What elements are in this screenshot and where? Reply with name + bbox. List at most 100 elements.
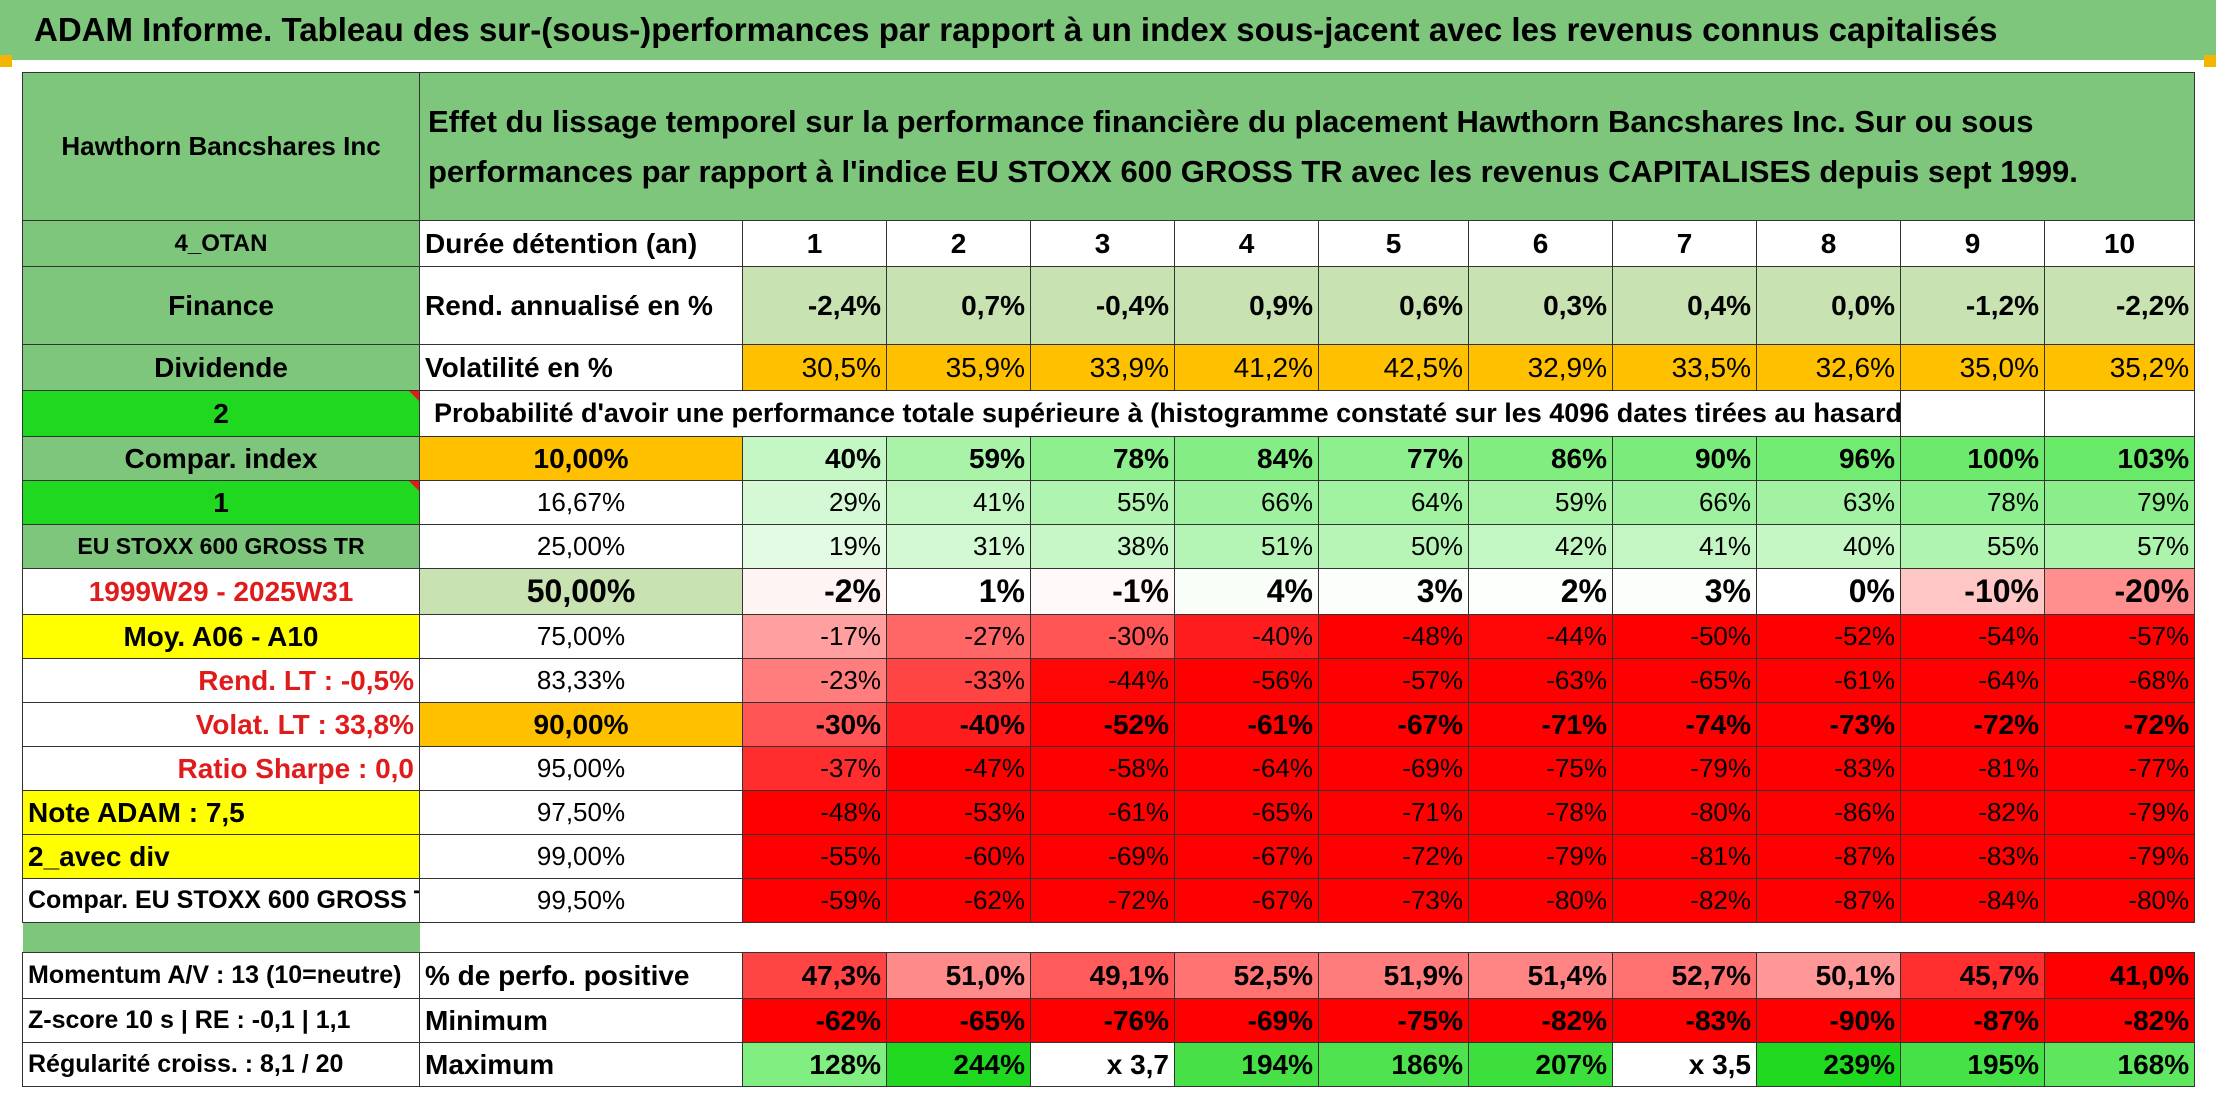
probability-cell: -48% (742, 790, 887, 835)
year-header: 9 (1900, 220, 2045, 267)
percentile-label: 83,33% (419, 658, 743, 703)
probability-cell: -87% (1756, 878, 1901, 923)
left-corner-marker (0, 55, 12, 67)
percentile-label: 95,00% (419, 746, 743, 791)
probability-cell: -79% (2043, 790, 2196, 835)
volatilite-cell: 33,9% (1030, 344, 1175, 391)
rend-annualise-cell: -1,2% (1900, 266, 2045, 345)
probability-cell: -52% (1756, 614, 1901, 659)
probability-cell: -57% (2043, 614, 2196, 659)
probability-cell: -65% (1612, 658, 1757, 703)
left-label-flag-2: 2 (22, 390, 420, 437)
minimum-cell: -87% (1900, 998, 2045, 1043)
left-label-momentum: Momentum A/V : 13 (10=neutre) (22, 952, 420, 999)
probability-cell: -56% (1174, 658, 1319, 703)
left-label-compar-index: Compar. index (22, 436, 420, 481)
left-label-period: 1999W29 - 2025W31 (22, 568, 420, 615)
probability-cell: -63% (1468, 658, 1613, 703)
volatilite-cell: 33,5% (1612, 344, 1757, 391)
percentile-label: 97,50% (419, 790, 743, 835)
probability-cell: -62% (886, 878, 1031, 923)
maximum-cell: 207% (1468, 1042, 1613, 1087)
probability-cell: 55% (1900, 524, 2045, 569)
percentile-label: 16,67% (419, 480, 743, 525)
left-label-sector: Finance (22, 266, 420, 345)
probability-cell: -67% (1174, 834, 1319, 879)
left-label-index-name: EU STOXX 600 GROSS TR (22, 524, 420, 569)
perfo-positive-cell: 51,9% (1318, 952, 1469, 999)
minimum-cell: -82% (2043, 998, 2196, 1043)
rend-annualise-cell: -2,2% (2043, 266, 2196, 345)
probability-cell: -58% (1030, 746, 1175, 791)
probability-cell: 84% (1174, 436, 1319, 481)
probability-cell: -79% (1468, 834, 1613, 879)
perfo-positive-cell: 50,1% (1756, 952, 1901, 999)
left-label-note-adam: Note ADAM : 7,5 (22, 790, 420, 835)
volatilite-cell: 35,2% (2043, 344, 2196, 391)
probability-cell: -2% (742, 568, 887, 615)
probability-cell: -73% (1756, 702, 1901, 747)
volatilite-cell: 41,2% (1174, 344, 1319, 391)
year-header: 5 (1318, 220, 1469, 267)
report-title: ADAM Informe. Tableau des sur-(sous-)per… (0, 0, 2216, 62)
probability-cell: 78% (1900, 480, 2045, 525)
probability-cell: -67% (1318, 702, 1469, 747)
left-label-flag-1: 1 (22, 480, 420, 525)
volatilite-cell: 32,9% (1468, 344, 1613, 391)
probability-cell: -80% (1468, 878, 1613, 923)
left-label-regularite: Régularité croiss. : 8,1 / 20 (22, 1042, 420, 1087)
percentile-label: 25,00% (419, 524, 743, 569)
maximum-cell: 186% (1318, 1042, 1469, 1087)
maximum-cell: 244% (886, 1042, 1031, 1087)
rend-annualise-cell: 0,9% (1174, 266, 1319, 345)
probability-cell: -75% (1468, 746, 1613, 791)
probability-cell: -79% (2043, 834, 2196, 879)
probability-cell: 63% (1756, 480, 1901, 525)
probability-cell: 38% (1030, 524, 1175, 569)
probability-cell: 19% (742, 524, 887, 569)
probability-cell: -47% (886, 746, 1031, 791)
table-description: Effet du lissage temporel sur la perform… (418, 72, 2196, 221)
rend-annualise-label: Rend. annualisé en % (419, 266, 743, 345)
minimum-cell: -76% (1030, 998, 1175, 1043)
probability-cell: 59% (886, 436, 1031, 481)
volatilite-label: Volatilité en % (419, 344, 743, 391)
probability-cell: 29% (742, 480, 887, 525)
probability-cell: 3% (1318, 568, 1469, 615)
probability-cell: -50% (1612, 614, 1757, 659)
minimum-cell: -90% (1756, 998, 1901, 1043)
perfo-positive-cell: 41,0% (2043, 952, 2196, 999)
probability-cell: -87% (1756, 834, 1901, 879)
probability-cell: 55% (1030, 480, 1175, 525)
year-header: 10 (2043, 220, 2196, 267)
probability-cell: -72% (1318, 834, 1469, 879)
rend-annualise-cell: 0,3% (1468, 266, 1613, 345)
perfo-positive-cell: 51,4% (1468, 952, 1613, 999)
perfo-positive-label: % de perfo. positive (419, 952, 743, 999)
percentile-label: 90,00% (419, 702, 743, 747)
percentile-label: 75,00% (419, 614, 743, 659)
probability-cell: -86% (1756, 790, 1901, 835)
rend-annualise-cell: -2,4% (742, 266, 887, 345)
percentile-label: 99,00% (419, 834, 743, 879)
probability-cell: -30% (742, 702, 887, 747)
probability-cell: 50% (1318, 524, 1469, 569)
volatilite-cell: 30,5% (742, 344, 887, 391)
probability-cell: -72% (2043, 702, 2196, 747)
probability-cell: 51% (1174, 524, 1319, 569)
probability-cell: 57% (2043, 524, 2196, 569)
probability-cell: 77% (1318, 436, 1469, 481)
probability-cell: 79% (2043, 480, 2196, 525)
probability-cell: -71% (1468, 702, 1613, 747)
probability-cell: -84% (1900, 878, 2045, 923)
probability-cell: -52% (1030, 702, 1175, 747)
probability-cell: -30% (1030, 614, 1175, 659)
probability-cell: -20% (2043, 568, 2196, 615)
right-corner-marker (2204, 55, 2216, 67)
probability-cell: -78% (1468, 790, 1613, 835)
probability-caption: Probabilité d'avoir une performance tota… (419, 390, 1901, 437)
left-label-compar-full: Compar. EU STOXX 600 GROSS TR (22, 878, 420, 923)
probability-cell: -69% (1030, 834, 1175, 879)
probability-cell: -10% (1900, 568, 2045, 615)
perfo-positive-cell: 47,3% (742, 952, 887, 999)
